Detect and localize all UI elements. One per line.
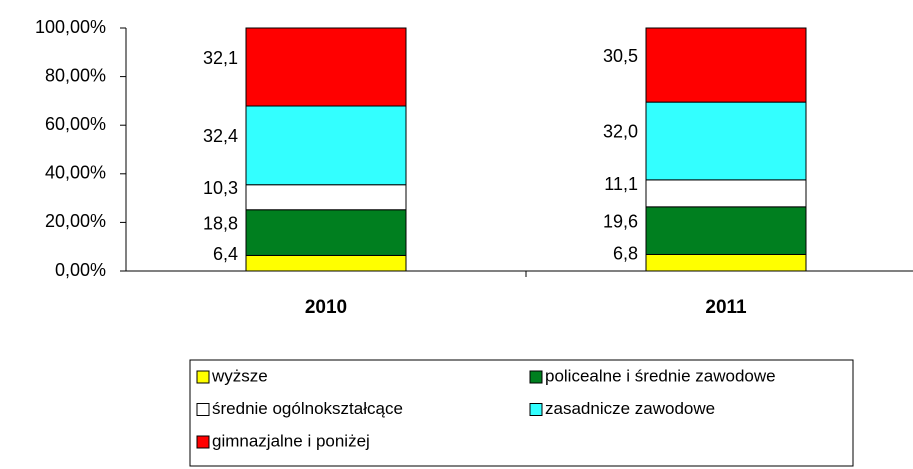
legend-swatch <box>196 403 210 416</box>
bar-segment <box>245 105 407 186</box>
y-tick-label: 100,00% <box>35 17 106 37</box>
legend-box <box>189 359 854 467</box>
legend-swatch <box>529 403 543 416</box>
bar-segment <box>245 27 407 107</box>
legend-label: gimnazjalne i poniżej <box>212 431 370 450</box>
legend-swatch <box>196 370 210 384</box>
bar-segment <box>645 206 807 255</box>
value-label: 32,1 <box>203 48 238 68</box>
x-tick-label: 2010 <box>305 297 347 318</box>
y-tick-label: 60,00% <box>45 114 106 134</box>
value-label: 6,8 <box>613 243 638 263</box>
y-tick-label: 40,00% <box>45 163 106 183</box>
legend-swatch <box>529 370 543 384</box>
x-tick-label: 2011 <box>705 297 747 318</box>
bar-segment <box>645 101 807 181</box>
value-label: 10,3 <box>203 178 238 198</box>
bar-segment <box>245 254 407 272</box>
y-tick-label: 20,00% <box>45 211 106 231</box>
bar-segment <box>645 253 807 272</box>
value-label: 19,6 <box>603 211 638 231</box>
bar-segment <box>645 179 807 208</box>
y-tick-label: 0,00% <box>55 260 106 280</box>
bar-segment <box>645 27 807 103</box>
value-label: 32,4 <box>203 126 238 146</box>
value-label: 32,0 <box>603 122 638 142</box>
legend-label: zasadnicze zawodowe <box>545 399 715 418</box>
value-label: 18,8 <box>203 213 238 233</box>
value-label: 11,1 <box>604 174 638 194</box>
legend-label: średnie ogólnokształcące <box>212 399 403 418</box>
value-label: 6,4 <box>213 244 238 264</box>
bar-segment <box>245 184 407 211</box>
y-tick-label: 80,00% <box>45 65 106 85</box>
bar-segment <box>245 209 407 256</box>
value-label: 30,5 <box>603 46 638 66</box>
legend-label: wyższe <box>211 366 268 385</box>
legend-label: policealne i średnie zawodowe <box>545 366 776 385</box>
legend-swatch <box>196 435 210 449</box>
